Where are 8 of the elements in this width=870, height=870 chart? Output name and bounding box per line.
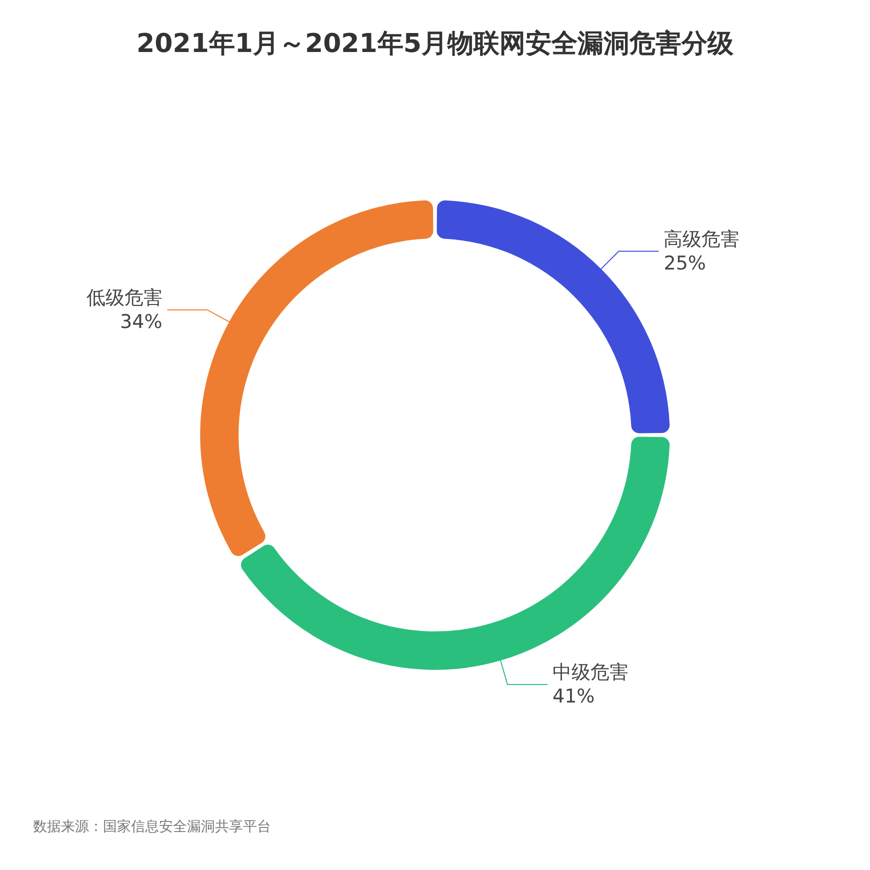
data-label: 34%: [120, 310, 162, 333]
data-label: 25%: [664, 252, 706, 274]
slice-label: 低级危害: [86, 286, 162, 309]
slice-label: 高级危害: [664, 228, 740, 250]
source-note: 数据来源：国家信息安全漏洞共享平台: [33, 819, 271, 835]
chart-title: 2021年1月～2021年5月物联网安全漏洞危害分级: [136, 29, 734, 59]
data-label: 41%: [552, 686, 595, 708]
slice-label: 中级危害: [552, 662, 628, 684]
